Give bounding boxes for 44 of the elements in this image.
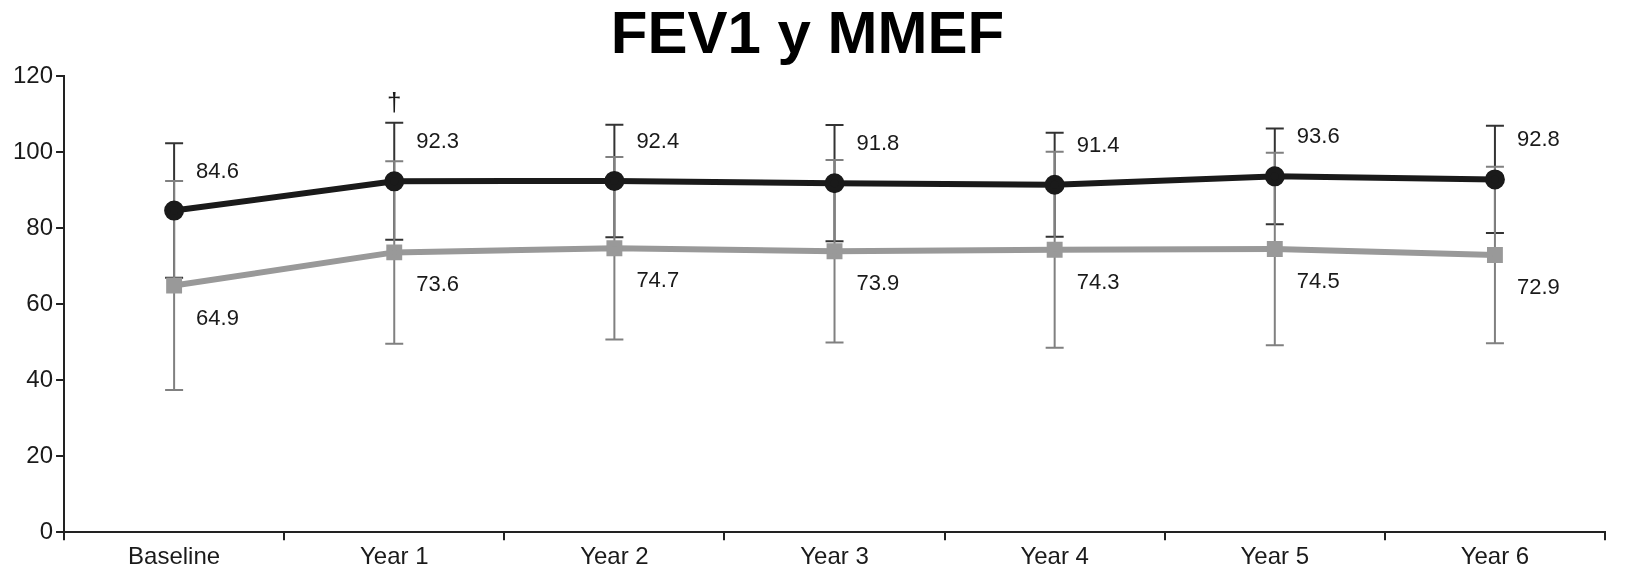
point	[164, 200, 185, 221]
x-tick-label: Year 2	[580, 542, 649, 570]
data-label: 73.9	[856, 270, 900, 296]
y-tick-label: 40	[26, 364, 54, 392]
point	[1484, 169, 1505, 190]
data-label: 92.3	[416, 128, 460, 154]
point	[1044, 174, 1065, 195]
chart-title: FEV1 y MMEF	[610, 0, 1005, 66]
data-label: 73.6	[416, 271, 460, 297]
y-tick-label: 80	[26, 212, 54, 240]
data-label: 74.5	[1296, 268, 1340, 294]
annotation: †	[387, 86, 402, 117]
x-tick-label: Year 6	[1460, 542, 1530, 570]
point	[1046, 241, 1063, 258]
point	[606, 240, 623, 257]
data-label: 91.8	[856, 130, 900, 156]
data-label: 64.9	[196, 304, 239, 330]
point	[386, 244, 403, 261]
point	[604, 170, 625, 191]
x-tick-label: Year 5	[1240, 542, 1310, 570]
data-label: 84.6	[196, 157, 239, 183]
x-tick-label: Year 4	[1020, 542, 1089, 570]
data-label: 93.6	[1296, 123, 1340, 149]
y-tick-label: 120	[13, 60, 54, 88]
data-label: 74.7	[636, 267, 680, 293]
point	[166, 277, 183, 294]
data-label: 72.9	[1516, 274, 1560, 300]
y-tick-label: 100	[13, 136, 54, 164]
point	[826, 243, 843, 260]
x-tick-label: Year 1	[359, 542, 429, 570]
data-label: 92.4	[636, 127, 680, 153]
y-tick-label: 20	[26, 440, 54, 468]
x-tick-label: Baseline	[128, 542, 221, 570]
data-label: 74.3	[1076, 268, 1120, 294]
data-label: 91.4	[1076, 131, 1120, 157]
x-tick-label: Year 3	[800, 542, 869, 570]
point	[824, 173, 845, 194]
point	[1264, 166, 1285, 187]
y-tick-label: 0	[39, 516, 54, 544]
y-tick-label: 60	[26, 288, 54, 316]
data-label: 92.8	[1516, 126, 1560, 152]
point	[384, 171, 405, 192]
point	[1486, 247, 1503, 264]
point	[1266, 241, 1283, 257]
